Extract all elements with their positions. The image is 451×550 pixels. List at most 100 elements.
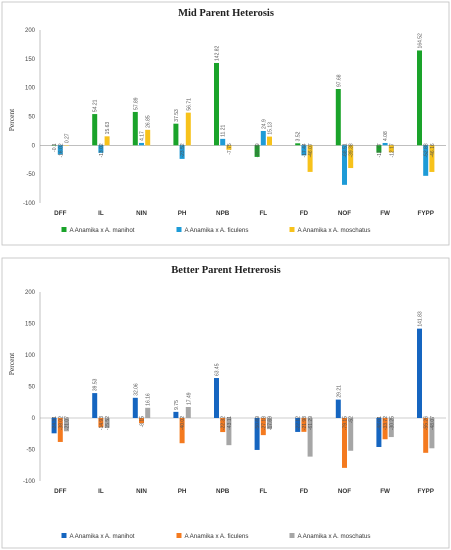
chart-title: Better Parent Hetrerosis — [171, 265, 280, 276]
y-tick-label: 0 — [32, 143, 36, 149]
y-tick-label: 50 — [28, 385, 35, 391]
bar — [423, 418, 429, 453]
data-label: 3.52 — [296, 131, 302, 141]
bar — [335, 399, 341, 418]
data-label: 9.75 — [174, 400, 180, 410]
bar — [179, 145, 185, 159]
data-label: 16.16 — [146, 393, 152, 406]
y-tick-label: 200 — [25, 28, 36, 34]
bar — [376, 145, 382, 153]
bar — [98, 418, 104, 428]
bar — [226, 418, 232, 446]
data-label: 15.13 — [268, 122, 274, 135]
x-tick-label: NOF — [338, 210, 351, 217]
bar — [185, 112, 191, 146]
bar — [301, 418, 307, 432]
data-label: 97.68 — [336, 74, 342, 87]
bar — [214, 62, 219, 146]
bar — [382, 142, 388, 146]
data-label: -46.16 — [430, 143, 436, 157]
data-label: -22.32 — [221, 416, 227, 430]
bar — [226, 145, 232, 150]
data-label: -23.52 — [180, 143, 186, 157]
data-label: -30.25 — [389, 416, 395, 430]
bar — [132, 111, 138, 146]
data-label: 17.49 — [186, 392, 192, 405]
x-tick-label: FL — [259, 488, 267, 495]
data-label: -21.98 — [302, 416, 308, 430]
bar — [307, 145, 313, 172]
x-tick-label: DFF — [54, 210, 66, 217]
bar — [51, 418, 57, 434]
bar — [132, 397, 138, 418]
data-label: 39.53 — [93, 378, 99, 391]
bar — [429, 145, 435, 172]
data-label: -13.02 — [99, 143, 105, 157]
data-label: -38.02 — [58, 416, 64, 430]
bar — [57, 145, 63, 155]
bar — [179, 418, 185, 444]
data-label: -12.17 — [389, 143, 395, 157]
chart-mid-parent-heterosis: Mid Parent Heterosis Percent -100 -50 0 50 1… — [1, 1, 450, 246]
y-tick-label: 150 — [25, 57, 36, 63]
data-label: 57.89 — [133, 97, 139, 110]
plot-area: -100 -50 0 50 100 150 200 DFF -0.1 -16.020.27 IL 54… — [23, 28, 446, 234]
bar — [214, 378, 219, 418]
bar — [254, 145, 260, 157]
y-tick-label: -50 — [26, 448, 35, 454]
bar — [388, 145, 394, 153]
bar — [342, 145, 347, 185]
bar — [295, 143, 301, 146]
bar — [348, 418, 354, 451]
bar — [220, 418, 226, 433]
legend-entry: A Anamika x A. ficulens — [185, 533, 249, 540]
bar — [139, 142, 144, 146]
chart-frame — [1, 1, 450, 246]
bar — [417, 50, 422, 146]
x-tick-label: IL — [98, 488, 104, 495]
data-label: 37.53 — [174, 109, 180, 122]
chart-frame — [1, 257, 450, 549]
data-label: 56.71 — [186, 98, 192, 111]
data-label: -50.69 — [255, 416, 261, 430]
data-label: -68.51 — [343, 143, 349, 157]
data-label: -0.1 — [52, 143, 58, 152]
legend-swatch — [289, 227, 295, 232]
data-label: -17.69 — [268, 416, 274, 430]
data-label: -8.15 — [140, 416, 146, 428]
data-label: 4.08 — [383, 131, 389, 141]
y-tick-label: -100 — [23, 479, 36, 485]
bar — [173, 411, 179, 418]
bar — [388, 418, 394, 438]
bar — [92, 393, 98, 418]
data-label: -14.93 — [99, 416, 105, 430]
bar — [145, 129, 151, 146]
data-label: -21.07 — [65, 416, 71, 430]
legend-entry: A Anamika x A. manihot — [70, 227, 135, 234]
x-tick-label: FD — [300, 488, 309, 495]
data-label: -24.31 — [52, 416, 58, 430]
bar — [348, 145, 354, 169]
chart-better-parent-heterosis: Better Parent Hetrerosis Percent -100 -50… — [1, 257, 450, 549]
bar — [423, 145, 429, 176]
data-label: 63.45 — [215, 363, 221, 376]
legend-swatch — [289, 533, 295, 538]
bar — [260, 130, 266, 146]
legend-swatch — [176, 227, 182, 232]
bar — [267, 136, 272, 146]
x-tick-label: NPB — [216, 488, 230, 495]
data-label: -16.02 — [58, 143, 64, 157]
y-axis-label: Percent — [7, 352, 16, 375]
x-tick-label: FD — [300, 210, 309, 217]
data-label: -46.01 — [377, 416, 383, 430]
data-label: -12.77 — [377, 143, 383, 157]
data-label: -39.38 — [349, 143, 355, 157]
data-label: 29.21 — [336, 385, 342, 398]
x-tick-label: PH — [178, 210, 187, 217]
legend-swatch — [176, 533, 182, 538]
x-tick-label: NOF — [338, 488, 351, 495]
data-label: -48.07 — [430, 416, 436, 430]
data-label: 32.06 — [133, 383, 139, 396]
data-label: -15.52 — [105, 416, 111, 430]
x-tick-label: FW — [380, 210, 390, 217]
